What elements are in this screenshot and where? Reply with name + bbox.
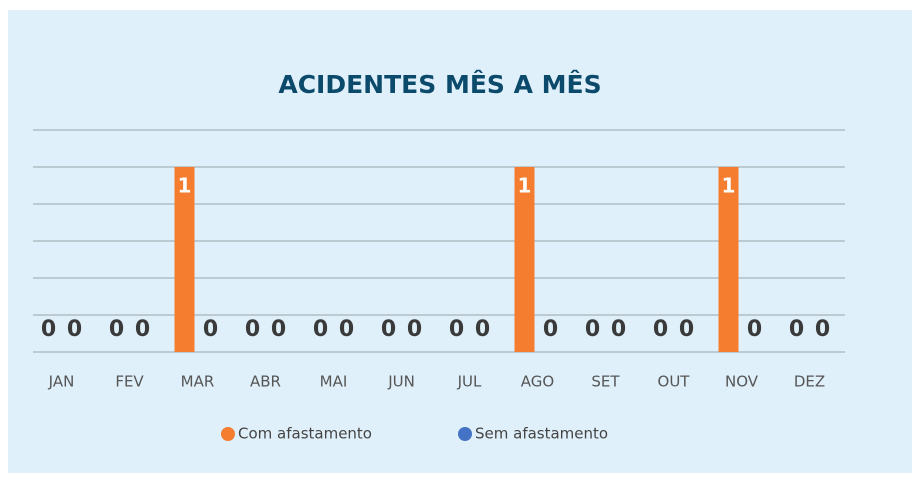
x-tick-label: MAR bbox=[181, 373, 215, 391]
value-label: 0 bbox=[109, 317, 124, 342]
value-label: 0 bbox=[67, 317, 82, 342]
value-label: 0 bbox=[789, 317, 804, 342]
bar bbox=[174, 167, 195, 352]
value-label: 0 bbox=[339, 317, 354, 342]
value-label: 1 bbox=[722, 174, 736, 198]
value-label: 0 bbox=[407, 317, 422, 342]
x-tick-label: JUL bbox=[457, 373, 482, 391]
x-tick-label: SET bbox=[591, 373, 620, 391]
chart-title: ACIDENTES MÊS A MÊS bbox=[278, 70, 601, 99]
value-label: 0 bbox=[653, 317, 668, 342]
bar bbox=[718, 167, 739, 352]
value-label: 0 bbox=[747, 317, 762, 342]
value-label: 0 bbox=[611, 317, 626, 342]
value-label: 0 bbox=[135, 317, 150, 342]
value-label: 1 bbox=[178, 174, 192, 198]
value-label: 0 bbox=[245, 317, 260, 342]
x-tick-label: NOV bbox=[725, 373, 759, 391]
value-label: 0 bbox=[271, 317, 286, 342]
value-label: 0 bbox=[313, 317, 328, 342]
x-tick-label: OUT bbox=[658, 373, 691, 391]
x-tick-label: ABR bbox=[250, 373, 281, 391]
bar bbox=[514, 167, 535, 352]
value-label: 0 bbox=[815, 317, 830, 342]
legend-label: Com afastamento bbox=[238, 425, 372, 443]
x-tick-label: FEV bbox=[115, 373, 144, 391]
x-tick-label: JUN bbox=[387, 373, 415, 391]
value-label: 0 bbox=[381, 317, 396, 342]
value-label: 0 bbox=[543, 317, 558, 342]
legend-label: Sem afastamento bbox=[475, 425, 608, 443]
value-label: 0 bbox=[203, 317, 218, 342]
x-tick-label: DEZ bbox=[794, 373, 825, 391]
x-tick-label: MAI bbox=[320, 373, 348, 391]
legend-marker bbox=[458, 427, 472, 441]
x-tick-label: AGO bbox=[521, 373, 554, 391]
x-tick-label: JAN bbox=[48, 373, 75, 391]
value-label: 0 bbox=[679, 317, 694, 342]
value-label: 1 bbox=[518, 174, 532, 198]
value-label: 0 bbox=[41, 317, 56, 342]
value-label: 0 bbox=[585, 317, 600, 342]
value-label: 0 bbox=[475, 317, 490, 342]
value-label: 0 bbox=[449, 317, 464, 342]
legend-marker bbox=[221, 427, 235, 441]
